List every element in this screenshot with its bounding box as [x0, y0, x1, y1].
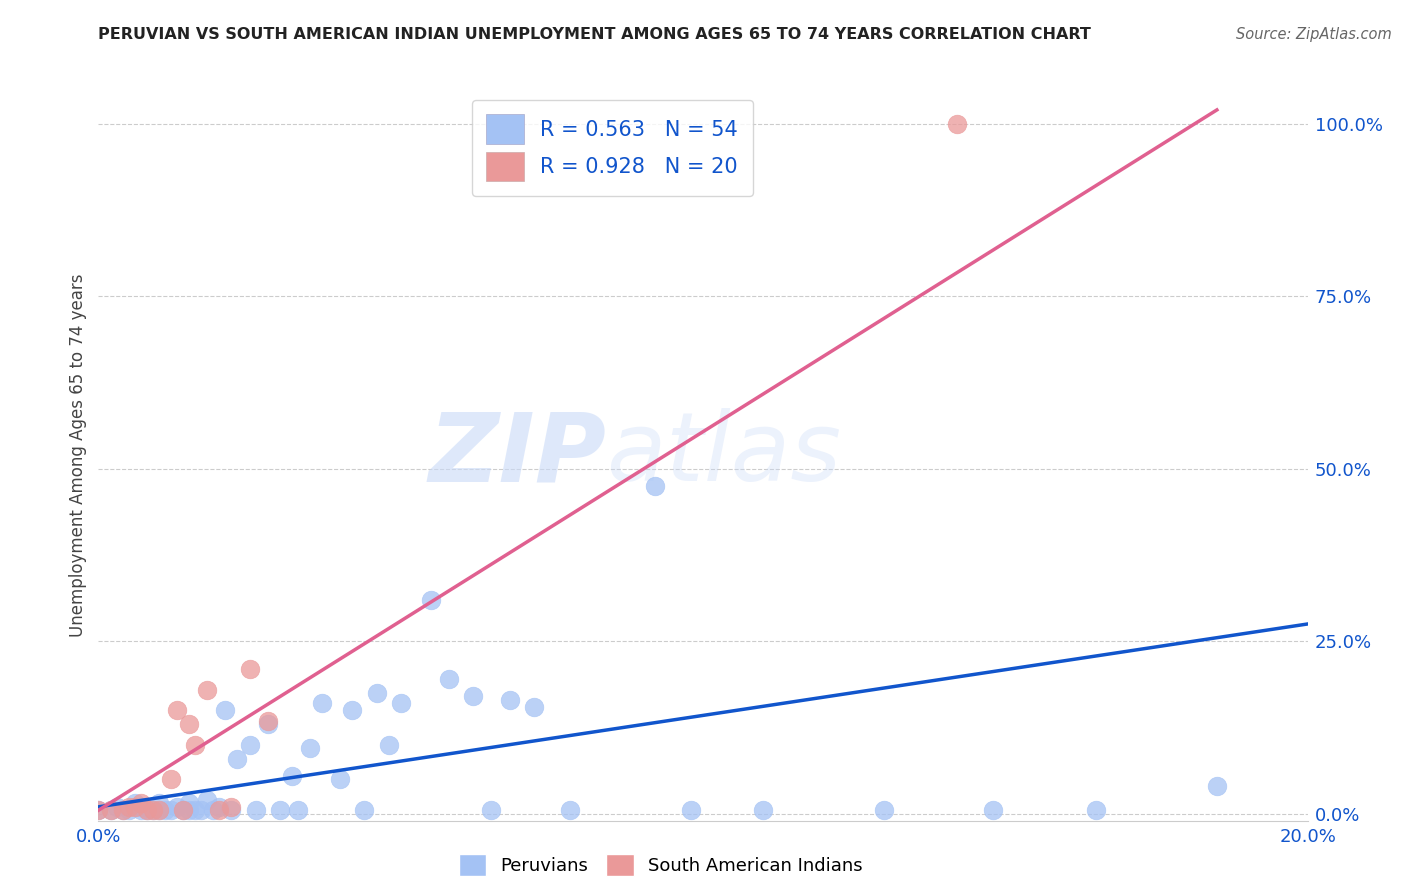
Point [239, 738, 262, 752]
Point [111, 803, 134, 817]
Text: ZIP: ZIP [429, 409, 606, 501]
Point [100, 803, 122, 817]
Point [166, 800, 188, 814]
Legend: R = 0.563   N = 54, R = 0.928   N = 20: R = 0.563 N = 54, R = 0.928 N = 20 [471, 100, 752, 196]
Point [172, 803, 194, 817]
Point [148, 797, 170, 811]
Y-axis label: Unemployment Among Ages 65 to 74 years: Unemployment Among Ages 65 to 74 years [69, 273, 87, 637]
Point [148, 803, 170, 817]
Point [498, 693, 520, 707]
Point [179, 717, 201, 731]
Point [148, 803, 170, 817]
Point [135, 803, 157, 817]
Point [221, 803, 243, 817]
Point [329, 772, 352, 787]
Point [481, 803, 503, 817]
Point [208, 800, 231, 814]
Point [256, 714, 278, 728]
Point [142, 803, 165, 817]
Point [299, 741, 322, 756]
Point [287, 803, 309, 817]
Point [873, 803, 896, 817]
Point [118, 800, 141, 814]
Point [239, 662, 262, 676]
Point [160, 803, 183, 817]
Point [195, 682, 218, 697]
Point [135, 803, 157, 817]
Point [124, 797, 146, 811]
Legend: Peruvians, South American Indians: Peruvians, South American Indians [451, 847, 870, 883]
Point [87, 803, 110, 817]
Point [221, 800, 243, 814]
Point [558, 803, 581, 817]
Point [118, 803, 141, 817]
Point [269, 803, 291, 817]
Text: atlas: atlas [606, 409, 841, 501]
Point [105, 800, 128, 814]
Point [160, 772, 183, 787]
Point [129, 797, 152, 811]
Point [179, 803, 201, 817]
Point [184, 738, 207, 752]
Point [172, 803, 194, 817]
Point [981, 803, 1004, 817]
Point [166, 703, 188, 717]
Point [129, 803, 152, 817]
Point [111, 803, 134, 817]
Point [389, 696, 412, 710]
Point [129, 800, 152, 814]
Point [437, 672, 460, 686]
Point [679, 803, 702, 817]
Point [226, 751, 249, 765]
Point [1206, 779, 1229, 793]
Point [256, 717, 278, 731]
Text: PERUVIAN VS SOUTH AMERICAN INDIAN UNEMPLOYMENT AMONG AGES 65 TO 74 YEARS CORRELA: PERUVIAN VS SOUTH AMERICAN INDIAN UNEMPL… [98, 27, 1091, 42]
Point [100, 803, 122, 817]
Point [752, 803, 775, 817]
Point [420, 592, 443, 607]
Point [202, 803, 225, 817]
Point [946, 117, 969, 131]
Point [281, 769, 304, 783]
Point [208, 803, 231, 817]
Point [87, 803, 110, 817]
Point [195, 793, 218, 807]
Point [644, 479, 666, 493]
Point [353, 803, 375, 817]
Point [214, 703, 236, 717]
Point [377, 738, 399, 752]
Point [184, 803, 207, 817]
Point [1085, 803, 1108, 817]
Point [190, 803, 212, 817]
Point [142, 803, 165, 817]
Point [245, 803, 267, 817]
Point [179, 797, 201, 811]
Point [124, 800, 146, 814]
Text: Source: ZipAtlas.com: Source: ZipAtlas.com [1236, 27, 1392, 42]
Point [311, 696, 333, 710]
Point [153, 803, 176, 817]
Point [366, 686, 388, 700]
Point [463, 690, 485, 704]
Point [523, 699, 546, 714]
Point [342, 703, 364, 717]
